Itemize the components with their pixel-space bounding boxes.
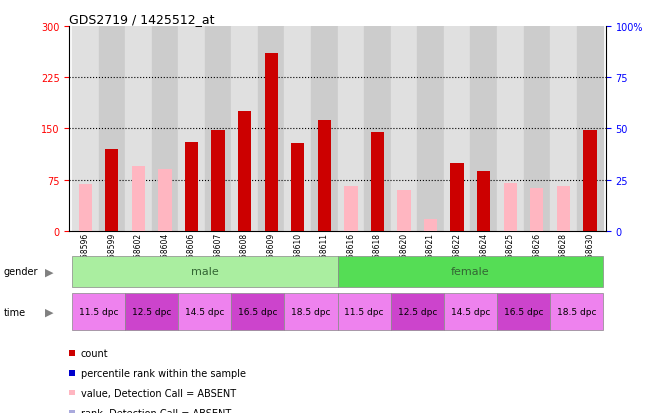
Bar xyxy=(311,27,337,231)
Bar xyxy=(238,112,251,231)
Text: count: count xyxy=(81,348,108,358)
Bar xyxy=(158,170,172,231)
Bar xyxy=(523,27,550,231)
Text: female: female xyxy=(451,266,490,277)
Bar xyxy=(72,27,98,231)
Bar xyxy=(583,131,597,231)
Text: 11.5 dpc: 11.5 dpc xyxy=(79,307,118,316)
Bar xyxy=(550,293,603,330)
Bar xyxy=(345,187,358,231)
Text: 12.5 dpc: 12.5 dpc xyxy=(397,307,437,316)
Text: percentile rank within the sample: percentile rank within the sample xyxy=(81,368,246,378)
Bar xyxy=(258,27,284,231)
Text: 18.5 dpc: 18.5 dpc xyxy=(557,307,597,316)
Text: 18.5 dpc: 18.5 dpc xyxy=(291,307,331,316)
Bar xyxy=(105,150,118,231)
Text: 14.5 dpc: 14.5 dpc xyxy=(185,307,224,316)
Bar xyxy=(444,27,471,231)
Text: value, Detection Call = ABSENT: value, Detection Call = ABSENT xyxy=(81,388,236,398)
Bar xyxy=(424,220,437,231)
Text: male: male xyxy=(191,266,218,277)
Text: time: time xyxy=(3,307,26,317)
Bar xyxy=(72,293,125,330)
Text: 16.5 dpc: 16.5 dpc xyxy=(238,307,278,316)
Bar xyxy=(284,27,311,231)
Text: 12.5 dpc: 12.5 dpc xyxy=(132,307,172,316)
Bar xyxy=(557,187,570,231)
Bar xyxy=(417,27,444,231)
Bar xyxy=(550,27,577,231)
Bar xyxy=(205,27,232,231)
Text: ▶: ▶ xyxy=(45,307,53,317)
Bar xyxy=(291,144,304,231)
Text: ▶: ▶ xyxy=(45,266,53,277)
Bar xyxy=(79,185,92,231)
Bar xyxy=(337,256,603,287)
Bar xyxy=(185,143,198,231)
Bar xyxy=(444,293,497,330)
Text: gender: gender xyxy=(3,266,38,277)
Bar xyxy=(338,27,364,231)
Bar xyxy=(530,189,543,231)
Bar xyxy=(477,172,490,231)
Text: 16.5 dpc: 16.5 dpc xyxy=(504,307,543,316)
Bar xyxy=(497,27,523,231)
Bar xyxy=(125,293,178,330)
Bar xyxy=(497,293,550,330)
Bar xyxy=(504,183,517,231)
Text: GDS2719 / 1425512_at: GDS2719 / 1425512_at xyxy=(69,13,214,26)
Bar xyxy=(232,27,258,231)
Text: 11.5 dpc: 11.5 dpc xyxy=(345,307,384,316)
Bar xyxy=(152,27,178,231)
Bar xyxy=(471,27,497,231)
Bar xyxy=(371,133,384,231)
Bar xyxy=(577,27,603,231)
Bar xyxy=(178,293,232,330)
Bar xyxy=(98,27,125,231)
Bar xyxy=(337,293,391,330)
Bar xyxy=(178,27,205,231)
Bar xyxy=(125,27,152,231)
Bar xyxy=(211,131,224,231)
Bar xyxy=(451,163,464,231)
Bar xyxy=(397,190,411,231)
Bar xyxy=(265,54,278,231)
Bar xyxy=(391,293,444,330)
Bar xyxy=(364,27,391,231)
Text: 14.5 dpc: 14.5 dpc xyxy=(451,307,490,316)
Bar xyxy=(284,293,337,330)
Text: rank, Detection Call = ABSENT: rank, Detection Call = ABSENT xyxy=(81,408,231,413)
Bar xyxy=(72,256,337,287)
Bar xyxy=(391,27,417,231)
Bar xyxy=(132,166,145,231)
Bar xyxy=(317,121,331,231)
Bar xyxy=(232,293,284,330)
